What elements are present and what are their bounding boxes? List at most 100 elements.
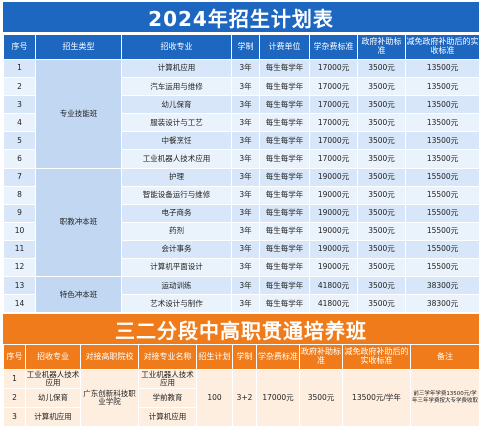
row-unit: 每生每学年 — [259, 131, 310, 151]
row-fee: 19000元 — [309, 239, 358, 260]
row-major: 计算机平面设计 — [121, 258, 232, 278]
table-row: 10 药剂 3年 每生每学年 19000元 3500元 15500元 — [3, 221, 480, 241]
row-net: 13500元 — [405, 58, 480, 79]
row-subsidy: 3500元 — [357, 258, 406, 278]
row-fee: 19000元 — [309, 258, 358, 278]
row-net: 15500元 — [405, 167, 480, 187]
row-fee: 19000元 — [309, 221, 358, 241]
row-subsidy: 3500元 — [357, 113, 406, 133]
table2-header-row: 序号 招收专业 对接高职院校 对接专业名称 招生计划 学制 学杂费标准 政府补助… — [3, 344, 480, 370]
row-years: 3年 — [231, 58, 260, 79]
row-subsidy: 3500元 — [357, 294, 406, 314]
row-major: 艺术设计与制作 — [121, 294, 232, 314]
row-fee: 17000元 — [309, 77, 358, 97]
table-row: 9 电子商务 3年 每生每学年 19000元 3500元 15500元 — [3, 203, 480, 223]
row-fee: 19000元 — [309, 203, 358, 223]
table-row: 8 智能设备运行与维修 3年 每生每学年 19000元 3500元 15500元 — [3, 185, 480, 205]
table-row: 6 工业机器人技术应用 3年 每生每学年 17000元 3500元 13500元 — [3, 149, 480, 169]
t2-header-subsidy: 政府补助标准 — [299, 344, 343, 370]
row-years: 3年 — [231, 185, 260, 205]
row-years: 3年 — [231, 239, 260, 260]
enrollment-plan-table: 序号 招生类型 招收专业 学制 计费单位 学杂费标准 政府补助标准 减免政府补助… — [3, 34, 480, 314]
row-unit: 每生每学年 — [259, 294, 310, 314]
t2-header-note: 备注 — [410, 344, 480, 370]
table-row: 11 会计事务 3年 每生每学年 19000元 3500元 15500元 — [3, 239, 480, 260]
row-years: 3年 — [231, 167, 260, 187]
row-net: 13500元 — [405, 113, 480, 133]
table-row: 14 艺术设计与制作 3年 每生每学年 41800元 3500元 38300元 — [3, 294, 480, 314]
row-years: 3年 — [231, 276, 260, 296]
row-unit: 每生每学年 — [259, 276, 310, 296]
t2-header-net: 减免政府补助后的实收标准 — [342, 344, 411, 370]
row-subsidy: 3500元 — [357, 276, 406, 296]
header-subsidy: 政府补助标准 — [357, 34, 406, 60]
row-subsidy: 3500元 — [357, 167, 406, 187]
row-fee: 41800元 — [309, 294, 358, 314]
row-unit: 每生每学年 — [259, 239, 310, 260]
row-major: 工业机器人技术应用 — [121, 149, 232, 169]
row-no: 1 — [3, 369, 26, 389]
row-major: 护理 — [121, 167, 232, 187]
row-net: 13500元 — [405, 149, 480, 169]
row-no: 10 — [3, 221, 36, 241]
header-years: 学制 — [231, 34, 260, 60]
row-subsidy: 3500元 — [357, 149, 406, 169]
row-enrollment-type: 专业技能班 — [35, 59, 122, 169]
row-no: 8 — [3, 185, 36, 205]
row-no: 2 — [3, 77, 36, 97]
row-unit: 每生每学年 — [259, 77, 310, 97]
row-no: 6 — [3, 149, 36, 169]
table-row: 4 服装设计与工艺 3年 每生每学年 17000元 3500元 13500元 — [3, 113, 480, 133]
row-major: 幼儿保育 — [25, 388, 81, 408]
table-row: 3 计算机应用 计算机应用 — [3, 407, 480, 427]
row-no: 7 — [3, 167, 36, 187]
table-row: 7 职教冲本班 护理 3年 每生每学年 19000元 3500元 15500元 — [3, 167, 480, 278]
row-enrollment-type: 职教冲本班 — [35, 167, 122, 278]
row-no: 3 — [3, 95, 36, 115]
table-row: 5 中餐烹饪 3年 每生每学年 17000元 3500元 13500元 — [3, 131, 480, 151]
row-years: 3年 — [231, 149, 260, 169]
row-major: 中餐烹饪 — [121, 131, 232, 151]
table-header-row: 序号 招生类型 招收专业 学制 计费单位 学杂费标准 政府补助标准 减免政府补助… — [3, 34, 480, 60]
row-net: 15500元 — [405, 221, 480, 241]
row-net: 15500元 — [405, 258, 480, 278]
row-major: 电子商务 — [121, 203, 232, 223]
row-net: 15500元 — [405, 239, 480, 260]
header-major: 招收专业 — [121, 34, 232, 60]
program-years: 3+2 — [232, 369, 257, 427]
table-row: 3 幼儿保育 3年 每生每学年 17000元 3500元 13500元 — [3, 95, 480, 115]
row-major: 计算机应用 — [121, 58, 232, 79]
row-unit: 每生每学年 — [259, 258, 310, 278]
row-subsidy: 3500元 — [357, 239, 406, 260]
row-fee: 19000元 — [309, 185, 358, 205]
row-no: 11 — [3, 239, 36, 260]
t2-header-plan: 招生计划 — [196, 344, 233, 370]
row-net: 38300元 — [405, 294, 480, 314]
row-net: 13500元 — [405, 77, 480, 97]
header-type: 招生类型 — [35, 34, 122, 60]
row-fee: 17000元 — [309, 149, 358, 169]
row-major: 药剂 — [121, 221, 232, 241]
row-net: 38300元 — [405, 276, 480, 296]
header-no: 序号 — [3, 34, 36, 60]
row-years: 3年 — [231, 95, 260, 115]
row-no: 12 — [3, 258, 36, 278]
row-subsidy: 3500元 — [357, 185, 406, 205]
t2-header-no: 序号 — [3, 344, 26, 370]
row-no: 3 — [3, 407, 26, 427]
partner-college: 广东创新科技职业学院 — [80, 369, 139, 427]
tuition-fee: 17000元 — [256, 369, 300, 427]
row-no: 5 — [3, 131, 36, 151]
gov-subsidy: 3500元 — [299, 369, 343, 427]
t2-header-partner-major: 对接专业名称 — [138, 344, 197, 370]
five-year-program-table: 序号 招收专业 对接高职院校 对接专业名称 招生计划 学制 学杂费标准 政府补助… — [3, 344, 480, 427]
row-fee: 41800元 — [309, 276, 358, 296]
row-partner-major: 学前教育 — [138, 388, 197, 408]
row-years: 3年 — [231, 203, 260, 223]
row-no: 4 — [3, 113, 36, 133]
table-row: 1 工业机器人技术应用 广东创新科技职业学院 工业机器人技术应用 100 3+2… — [3, 369, 480, 427]
row-subsidy: 3500元 — [357, 221, 406, 241]
header-unit: 计费单位 — [259, 34, 310, 60]
header-net: 减免政府补助后的实收标准 — [405, 34, 480, 60]
row-unit: 每生每学年 — [259, 185, 310, 205]
